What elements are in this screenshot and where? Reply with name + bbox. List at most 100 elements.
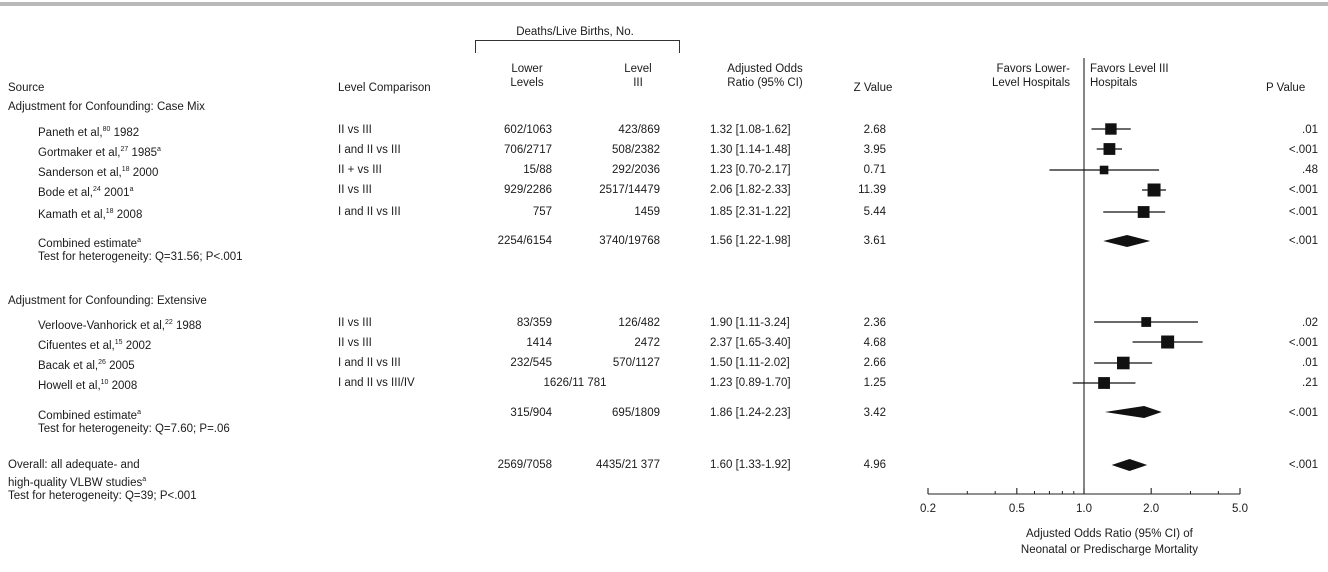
study-comparison: I and II vs III <box>338 206 401 218</box>
study-source: Kamath et al,18 2008 <box>38 208 143 221</box>
study-p: <.001 <box>1288 184 1318 196</box>
pooled-diamond <box>1104 406 1162 418</box>
study-comparison: II vs III <box>338 124 372 136</box>
study-p: .48 <box>1302 164 1318 176</box>
combined-estimate-label: Combined estimatea <box>38 237 141 250</box>
header-z-value: Z Value <box>853 82 893 94</box>
study-p: .21 <box>1302 377 1318 389</box>
study-source: Howell et al,10 2008 <box>38 379 138 392</box>
study-p: <.001 <box>1288 144 1318 156</box>
combined-lower-levels: 2254/6154 <box>497 235 552 247</box>
overall-aor: 1.60 [1.33-1.92] <box>710 459 791 471</box>
study-source: Bode et al,24 2001a <box>38 186 134 199</box>
top-rule <box>0 2 1328 6</box>
study-p: .01 <box>1302 124 1318 136</box>
study-z: 2.68 <box>863 124 886 136</box>
group-title-extensive: Adjustment for Confounding: Extensive <box>8 295 207 307</box>
study-comparison: II + vs III <box>338 164 382 176</box>
pooled-diamond <box>1103 235 1151 247</box>
header-lower-line2: Levels <box>510 77 544 89</box>
point-estimate-square <box>1137 206 1150 218</box>
overall-p: <.001 <box>1288 459 1318 471</box>
x-tick-label: 5.0 <box>1232 503 1248 515</box>
study-lower-levels: 602/1063 <box>504 124 552 136</box>
study-lower-levels: 929/2286 <box>504 184 552 196</box>
x-tick-label: 0.5 <box>1009 503 1025 515</box>
study-lower-levels: 1414 <box>526 337 552 349</box>
combined-lower-levels: 315/904 <box>510 407 552 419</box>
study-lower-levels: 15/88 <box>523 164 552 176</box>
point-estimate-square <box>1105 123 1117 135</box>
study-z: 4.68 <box>863 337 886 349</box>
study-z: 0.71 <box>863 164 886 176</box>
header-aor-line1: Adjusted Odds <box>727 63 803 75</box>
study-p: <.001 <box>1288 206 1318 218</box>
combined-p: <.001 <box>1288 407 1318 419</box>
study-z: 2.36 <box>863 317 886 329</box>
study-level3: 2517/14479 <box>599 184 660 196</box>
header-favors-level3-line2: Hospitals <box>1090 77 1138 89</box>
study-level3: 2472 <box>634 337 660 349</box>
study-lower-levels: 232/545 <box>510 357 552 369</box>
study-z: 1.25 <box>863 377 886 389</box>
overall-label-line1: Overall: all adequate- and <box>8 459 140 471</box>
study-p: .02 <box>1302 317 1318 329</box>
point-estimate-square <box>1103 143 1116 155</box>
study-level3: 1459 <box>634 206 660 218</box>
study-aor: 1.90 [1.11-3.24] <box>710 317 790 329</box>
header-deaths-group: Deaths/Live Births, No. <box>516 26 634 38</box>
study-lower-and-level3: 1626/11 781 <box>543 377 607 389</box>
overall-lower-levels: 2569/7058 <box>497 459 552 471</box>
study-comparison: II vs III <box>338 337 372 349</box>
study-source: Gortmaker et al,27 1985a <box>38 146 161 159</box>
x-tick-label: 2.0 <box>1143 503 1159 515</box>
combined-z: 3.61 <box>863 235 886 247</box>
study-level3: 423/869 <box>618 124 660 136</box>
header-level-comparison: Level Comparison <box>338 82 431 94</box>
study-aor: 1.23 [0.89-1.70] <box>710 377 791 389</box>
combined-z: 3.42 <box>863 407 886 419</box>
point-estimate-square <box>1098 377 1110 389</box>
study-lower-levels: 83/359 <box>516 317 552 329</box>
header-bracket <box>475 40 680 53</box>
study-level3: 570/1127 <box>612 357 660 369</box>
header-source: Source <box>8 82 45 94</box>
study-comparison: I and II vs III <box>338 144 401 156</box>
study-p: <.001 <box>1288 337 1318 349</box>
header-level3-line1: Level <box>624 63 652 75</box>
overall-heterogeneity: Test for heterogeneity: Q=39; P<.001 <box>8 490 197 502</box>
point-estimate-square <box>1117 356 1130 370</box>
x-tick-label: 0.2 <box>920 503 936 515</box>
heterogeneity-test: Test for heterogeneity: Q=31.56; P<.001 <box>38 251 243 263</box>
study-comparison: II vs III <box>338 184 372 196</box>
combined-level3: 695/1809 <box>612 407 660 419</box>
study-aor: 1.30 [1.14-1.48] <box>710 144 791 156</box>
study-aor: 1.23 [0.70-2.17] <box>710 164 791 176</box>
group-title-case-mix: Adjustment for Confounding: Case Mix <box>8 101 205 113</box>
header-p-value: P Value <box>1266 82 1306 94</box>
study-z: 11.39 <box>858 184 886 196</box>
overall-label-line2: high-quality VLBW studiesa <box>8 476 147 489</box>
study-comparison: II vs III <box>338 317 372 329</box>
point-estimate-square <box>1147 183 1161 197</box>
heterogeneity-test: Test for heterogeneity: Q=7.60; P=.06 <box>38 423 230 435</box>
header-favors-level3-line1: Favors Level III <box>1090 63 1169 75</box>
study-z: 3.95 <box>863 144 886 156</box>
study-lower-levels: 706/2717 <box>504 144 552 156</box>
study-lower-levels: 757 <box>532 206 552 218</box>
study-level3: 292/2036 <box>612 164 660 176</box>
combined-estimate-label: Combined estimatea <box>38 409 141 422</box>
combined-aor: 1.56 [1.22-1.98] <box>710 235 791 247</box>
x-tick-label: 1.0 <box>1076 503 1092 515</box>
header-level3-line2: III <box>633 77 643 89</box>
overall-level3: 4435/21 377 <box>596 459 660 471</box>
study-aor: 1.85 [2.31-1.22] <box>710 206 791 218</box>
header-lower-line1: Lower <box>511 63 543 75</box>
study-comparison: I and II vs III/IV <box>338 377 415 389</box>
combined-level3: 3740/19768 <box>599 235 660 247</box>
study-source: Verloove-Vanhorick et al,22 1988 <box>38 319 202 332</box>
overall-z: 4.96 <box>863 459 886 471</box>
x-axis-label-line2: Neonatal or Predischarge Mortality <box>1021 544 1198 556</box>
study-p: .01 <box>1302 357 1318 369</box>
